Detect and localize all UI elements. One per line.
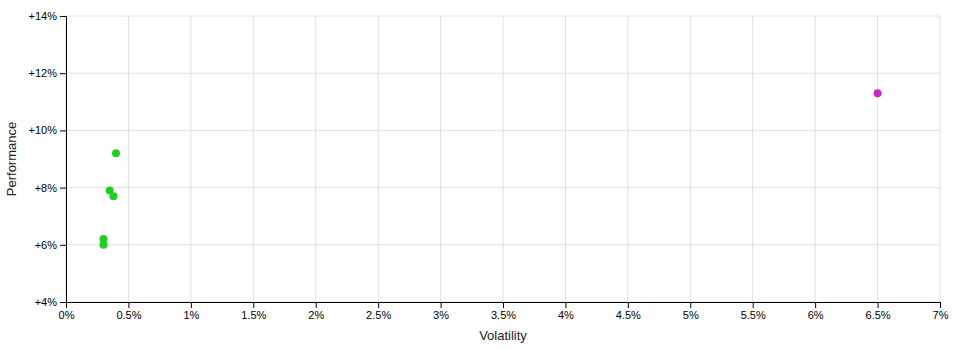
tick-mark xyxy=(60,245,66,246)
tick: 5.5% xyxy=(741,302,766,321)
tick-mark xyxy=(191,302,192,308)
tick-label: 1% xyxy=(183,309,199,321)
tick: +8% xyxy=(35,182,66,194)
tick-mark xyxy=(628,302,629,308)
tick-label: +4% xyxy=(35,296,58,308)
tick-label: +6% xyxy=(35,239,58,251)
tick-label: 0.5% xyxy=(116,309,141,321)
grid-line-x xyxy=(752,16,753,302)
grid xyxy=(66,16,940,302)
point xyxy=(874,89,882,97)
grid-line-x xyxy=(378,16,379,302)
y-axis-title: Performance xyxy=(4,122,19,196)
tick: 6% xyxy=(808,302,824,321)
tick-label: 6.5% xyxy=(866,309,891,321)
grid-line-x xyxy=(315,16,316,302)
tick-label: 7% xyxy=(933,309,949,321)
tick-label: 3% xyxy=(433,309,449,321)
tick-mark xyxy=(60,130,66,131)
grid-line-x xyxy=(190,16,191,302)
tick-label: +8% xyxy=(35,182,58,194)
tick-label: +12% xyxy=(29,67,58,79)
tick-label: 0% xyxy=(59,309,75,321)
x-axis-title: Volatility xyxy=(479,328,527,343)
grid-line-x xyxy=(128,16,129,302)
grid-line-x xyxy=(440,16,441,302)
grid-line-x xyxy=(815,16,816,302)
tick-mark xyxy=(253,302,254,308)
tick-mark xyxy=(378,302,379,308)
tick-label: +10% xyxy=(29,124,58,136)
tick: 4.5% xyxy=(616,302,641,321)
point xyxy=(109,192,117,200)
tick: +12% xyxy=(29,67,66,79)
tick: 2% xyxy=(308,302,324,321)
tick: 3.5% xyxy=(491,302,516,321)
tick: +14% xyxy=(29,10,66,22)
chart-container: 0% 0.5% 1% 1.5% 2% 2.5% 3% 3.5% 4% 4.5% 5% 5.5% 6% 6.… xyxy=(0,0,966,350)
tick: +4% xyxy=(35,296,66,308)
y-axis: +4% +6% +8% +10% +12% +14% xyxy=(29,10,67,308)
tick-mark xyxy=(878,302,879,308)
tick-mark xyxy=(316,302,317,308)
grid-line-x xyxy=(627,16,628,302)
tick: 7% xyxy=(933,302,949,321)
grid-line-y xyxy=(66,16,940,17)
tick: 0.5% xyxy=(116,302,141,321)
tick-label: 2.5% xyxy=(366,309,391,321)
tick: 2.5% xyxy=(366,302,391,321)
tick-label: +14% xyxy=(29,10,58,22)
tick-mark xyxy=(441,302,442,308)
tick-mark xyxy=(753,302,754,308)
grid-line-y xyxy=(66,130,940,131)
tick: 1% xyxy=(183,302,199,321)
point xyxy=(112,149,120,157)
axis-line xyxy=(67,303,941,309)
tick: 5% xyxy=(683,302,699,321)
tick-mark xyxy=(60,16,66,17)
tick-label: 3.5% xyxy=(491,309,516,321)
grid-line-y xyxy=(66,244,940,245)
grid-line-x xyxy=(565,16,566,302)
series xyxy=(99,149,119,249)
grid-line-y xyxy=(66,73,940,74)
tick: +6% xyxy=(35,239,66,251)
grid-line-x xyxy=(877,16,878,302)
tick-mark xyxy=(690,302,691,308)
tick: 6.5% xyxy=(866,302,891,321)
tick: 4% xyxy=(558,302,574,321)
tick-mark xyxy=(940,302,941,308)
point xyxy=(99,241,107,249)
tick: 3% xyxy=(433,302,449,321)
tick-label: 6% xyxy=(808,309,824,321)
grid-line-x xyxy=(940,16,941,302)
grid-line-y xyxy=(66,187,940,188)
tick-label: 1.5% xyxy=(241,309,266,321)
tick: +10% xyxy=(29,124,66,136)
tick-mark xyxy=(60,302,66,303)
axis-line xyxy=(60,17,67,303)
tick-label: 5.5% xyxy=(741,309,766,321)
tick-mark xyxy=(815,302,816,308)
tick-label: 2% xyxy=(308,309,324,321)
tick: 0% xyxy=(59,302,75,321)
tick-label: 4.5% xyxy=(616,309,641,321)
tick-mark xyxy=(565,302,566,308)
tick-mark xyxy=(60,188,66,189)
grid-line-x xyxy=(253,16,254,302)
grid-line-x xyxy=(503,16,504,302)
tick-label: 5% xyxy=(683,309,699,321)
chart-svg: 0% 0.5% 1% 1.5% 2% 2.5% 3% 3.5% 4% 4.5% 5% 5.5% 6% 6.… xyxy=(0,0,966,350)
grid-line-x xyxy=(690,16,691,302)
series xyxy=(874,89,882,97)
tick-mark xyxy=(60,73,66,74)
tick-mark xyxy=(503,302,504,308)
tick: 1.5% xyxy=(241,302,266,321)
tick-label: 4% xyxy=(558,309,574,321)
plot-area xyxy=(99,89,881,249)
tick-mark xyxy=(128,302,129,308)
x-axis: 0% 0.5% 1% 1.5% 2% 2.5% 3% 3.5% 4% 4.5% 5% 5.5% 6% 6.… xyxy=(59,302,949,321)
